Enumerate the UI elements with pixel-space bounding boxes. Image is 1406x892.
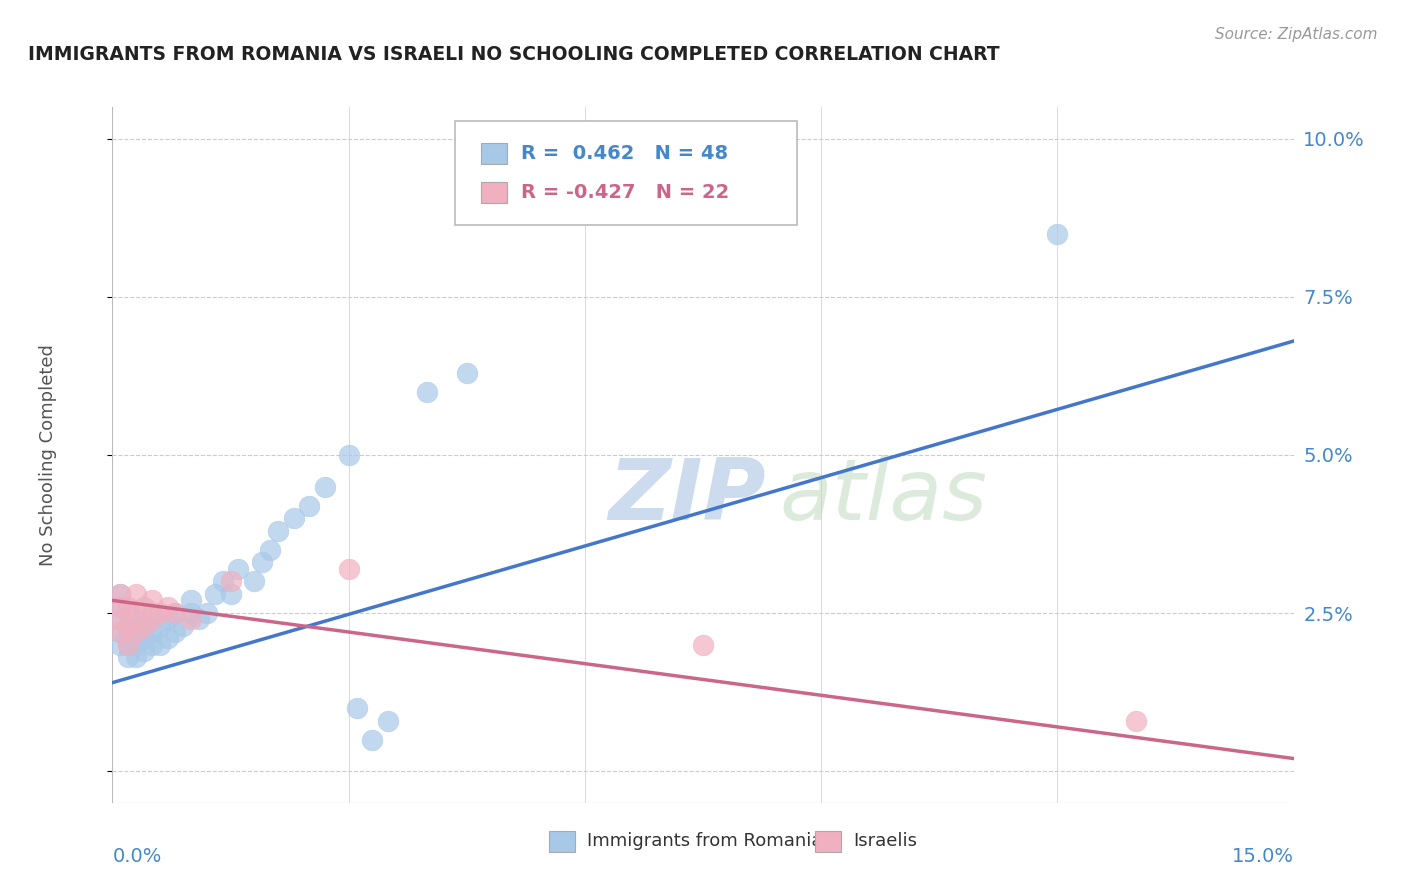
Point bbox=[110, 612, 132, 626]
Point bbox=[283, 511, 305, 525]
Point bbox=[456, 366, 478, 380]
Point bbox=[110, 587, 132, 601]
Point bbox=[211, 574, 233, 589]
Point bbox=[125, 606, 148, 620]
Point bbox=[132, 632, 155, 646]
Point bbox=[117, 606, 139, 620]
Point bbox=[165, 606, 187, 620]
Point bbox=[110, 612, 132, 626]
Point bbox=[117, 638, 139, 652]
Point bbox=[180, 606, 202, 620]
Point bbox=[132, 644, 155, 658]
Point bbox=[110, 599, 132, 614]
Point bbox=[117, 625, 139, 640]
FancyBboxPatch shape bbox=[550, 830, 575, 852]
Point bbox=[228, 562, 250, 576]
Point bbox=[1046, 227, 1069, 241]
Point bbox=[125, 625, 148, 640]
Point bbox=[156, 632, 179, 646]
Point bbox=[141, 625, 163, 640]
Text: 15.0%: 15.0% bbox=[1232, 847, 1294, 866]
Point bbox=[110, 638, 132, 652]
Point bbox=[219, 574, 242, 589]
Point bbox=[125, 612, 148, 626]
Point bbox=[125, 650, 148, 665]
Text: No Schooling Completed: No Schooling Completed bbox=[38, 344, 56, 566]
Point bbox=[416, 384, 439, 399]
Point bbox=[149, 618, 172, 632]
Point bbox=[314, 479, 336, 493]
Point bbox=[250, 556, 273, 570]
Point bbox=[1125, 714, 1147, 728]
Text: Immigrants from Romania: Immigrants from Romania bbox=[588, 832, 823, 850]
Text: IMMIGRANTS FROM ROMANIA VS ISRAELI NO SCHOOLING COMPLETED CORRELATION CHART: IMMIGRANTS FROM ROMANIA VS ISRAELI NO SC… bbox=[28, 45, 1000, 63]
Point bbox=[165, 625, 187, 640]
Point bbox=[172, 618, 194, 632]
Point bbox=[132, 618, 155, 632]
Point bbox=[337, 562, 360, 576]
Point bbox=[141, 612, 163, 626]
Point bbox=[204, 587, 226, 601]
Point bbox=[188, 612, 211, 626]
Point bbox=[337, 448, 360, 462]
Point bbox=[125, 625, 148, 640]
Text: Israelis: Israelis bbox=[853, 832, 917, 850]
Point bbox=[149, 606, 172, 620]
Point bbox=[180, 612, 202, 626]
Point bbox=[141, 638, 163, 652]
Point bbox=[110, 587, 132, 601]
Point bbox=[692, 638, 714, 652]
Point bbox=[267, 524, 290, 538]
Point bbox=[195, 606, 218, 620]
Point bbox=[259, 542, 281, 557]
Point bbox=[110, 599, 132, 614]
Point bbox=[117, 618, 139, 632]
Point bbox=[243, 574, 266, 589]
Point bbox=[125, 638, 148, 652]
Point bbox=[298, 499, 321, 513]
Point bbox=[141, 606, 163, 620]
FancyBboxPatch shape bbox=[815, 830, 841, 852]
Point bbox=[117, 650, 139, 665]
Point bbox=[165, 606, 187, 620]
Point bbox=[141, 593, 163, 607]
Point bbox=[110, 625, 132, 640]
Point bbox=[117, 638, 139, 652]
Text: Source: ZipAtlas.com: Source: ZipAtlas.com bbox=[1215, 27, 1378, 42]
Point bbox=[346, 701, 368, 715]
Point bbox=[125, 587, 148, 601]
Point bbox=[219, 587, 242, 601]
Point bbox=[149, 638, 172, 652]
Point bbox=[377, 714, 399, 728]
Point bbox=[156, 612, 179, 626]
Point bbox=[156, 599, 179, 614]
FancyBboxPatch shape bbox=[481, 144, 508, 164]
Text: R =  0.462   N = 48: R = 0.462 N = 48 bbox=[522, 145, 728, 163]
FancyBboxPatch shape bbox=[481, 182, 508, 203]
Text: R = -0.427   N = 22: R = -0.427 N = 22 bbox=[522, 183, 730, 202]
Text: ZIP: ZIP bbox=[609, 455, 766, 538]
Point bbox=[110, 625, 132, 640]
Text: 0.0%: 0.0% bbox=[112, 847, 162, 866]
Point bbox=[361, 732, 384, 747]
Text: atlas: atlas bbox=[780, 455, 988, 538]
Point bbox=[117, 599, 139, 614]
FancyBboxPatch shape bbox=[456, 121, 797, 226]
Point bbox=[132, 618, 155, 632]
Point bbox=[132, 599, 155, 614]
Point bbox=[180, 593, 202, 607]
